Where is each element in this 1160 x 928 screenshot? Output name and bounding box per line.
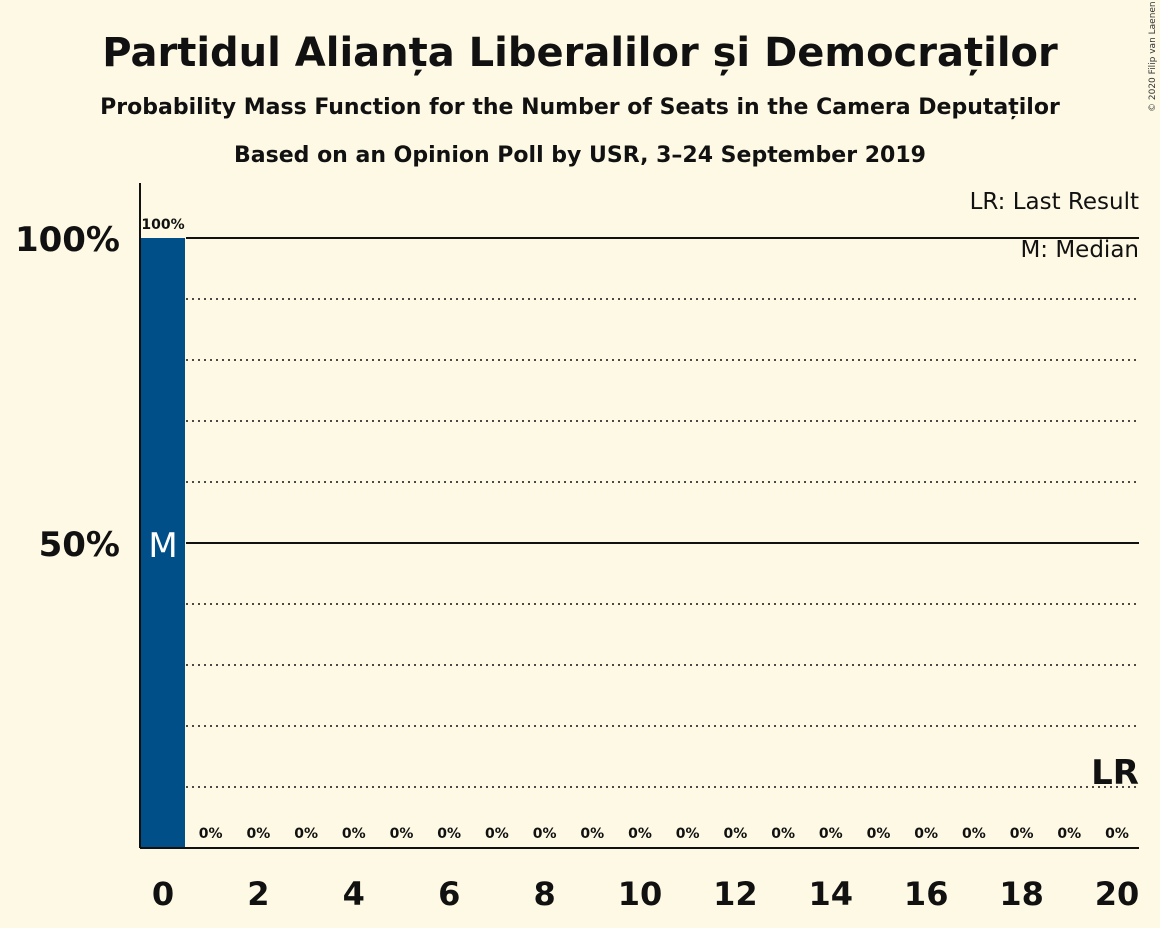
bar-value-label: 0% (199, 826, 223, 842)
x-tick-label: 20 (1095, 875, 1140, 913)
bar-value-label: 0% (437, 826, 461, 842)
x-tick-label: 2 (247, 875, 269, 913)
bar-value-label: 0% (771, 826, 795, 842)
bar-value-label: 0% (819, 826, 843, 842)
last-result-marker: LR (1091, 753, 1139, 793)
x-tick-label: 0 (152, 875, 174, 913)
axes: 50% 100% 0 2 4 6 8 10 12 14 16 18 20 (15, 183, 1139, 913)
bar-value-label: 0% (867, 826, 891, 842)
bar-value-label: 0% (485, 826, 509, 842)
bar-value-label: 0% (914, 826, 938, 842)
y-tick-label: 100% (15, 220, 120, 260)
x-tick-label: 14 (809, 875, 854, 913)
bar-value-label: 100% (141, 217, 184, 233)
bar-value-label: 0% (342, 826, 366, 842)
median-marker: M (148, 526, 177, 566)
x-tick-label: 18 (999, 875, 1044, 913)
copyright-note: © 2020 Filip van Laenen (1148, 1, 1158, 112)
value-labels: 100% 0% 0% 0% 0% 0% 0% 0% 0% 0% 0% 0% 0% 0% 0% 0% 0% 0% 0%… (141, 217, 1139, 842)
bar-value-label: 0% (1105, 826, 1129, 842)
bar-value-label: 0% (533, 826, 557, 842)
x-tick-label: 4 (343, 875, 365, 913)
bar-value-label: 0% (247, 826, 271, 842)
bar (141, 238, 185, 848)
legend-median: M: Median (1020, 237, 1139, 263)
bar-value-label: 0% (390, 826, 414, 842)
bar-value-label: 0% (676, 826, 700, 842)
bar-value-label: 0% (1010, 826, 1034, 842)
bars (141, 238, 185, 848)
x-tick-label: 12 (713, 875, 758, 913)
bar-value-label: 0% (962, 826, 986, 842)
x-tick-label: 8 (533, 875, 555, 913)
x-tick-label: 10 (618, 875, 663, 913)
gridlines (186, 237, 1139, 788)
bar-value-label: 0% (628, 826, 652, 842)
bar-value-label: 0% (294, 826, 318, 842)
bar-value-label: 0% (1057, 826, 1081, 842)
chart-subtitle: Probability Mass Function for the Number… (100, 95, 1060, 120)
chart-title: Partidul Alianța Liberalilor și Democraț… (102, 30, 1058, 76)
x-tick-label: 16 (904, 875, 949, 913)
bar-value-label: 0% (724, 826, 748, 842)
chart-subtitle-poll: Based on an Opinion Poll by USR, 3–24 Se… (234, 143, 926, 168)
x-tick-label: 6 (438, 875, 460, 913)
legend-last-result: LR: Last Result (970, 189, 1139, 215)
y-tick-label: 50% (39, 525, 120, 565)
bar-value-label: 0% (580, 826, 604, 842)
